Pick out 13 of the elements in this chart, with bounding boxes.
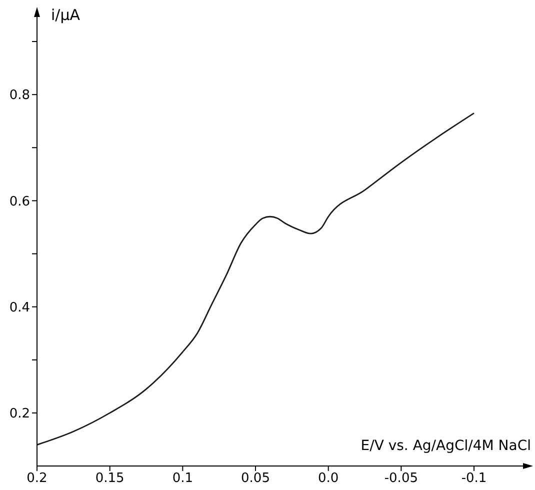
x-tick-label: 0.1 [172, 471, 194, 486]
x-tick-label: -0.05 [384, 471, 418, 486]
y-tick-label: 0.2 [9, 406, 30, 422]
x-tick-label: 0.15 [95, 471, 124, 486]
x-axis-title: E/V vs. Ag/AgCl/4M NaCl [360, 438, 531, 454]
x-tick-label: 0.2 [26, 471, 48, 486]
y-tick-label: 0.8 [9, 88, 30, 104]
x-tick-label: 0.05 [241, 471, 270, 486]
x-tick-label: 0.0 [318, 471, 339, 486]
y-tick-label: 0.6 [9, 194, 30, 210]
x-tick-label: -0.1 [461, 471, 487, 486]
y-tick-label: 0.4 [9, 300, 30, 316]
y-axis-title: i/μA [51, 6, 80, 24]
